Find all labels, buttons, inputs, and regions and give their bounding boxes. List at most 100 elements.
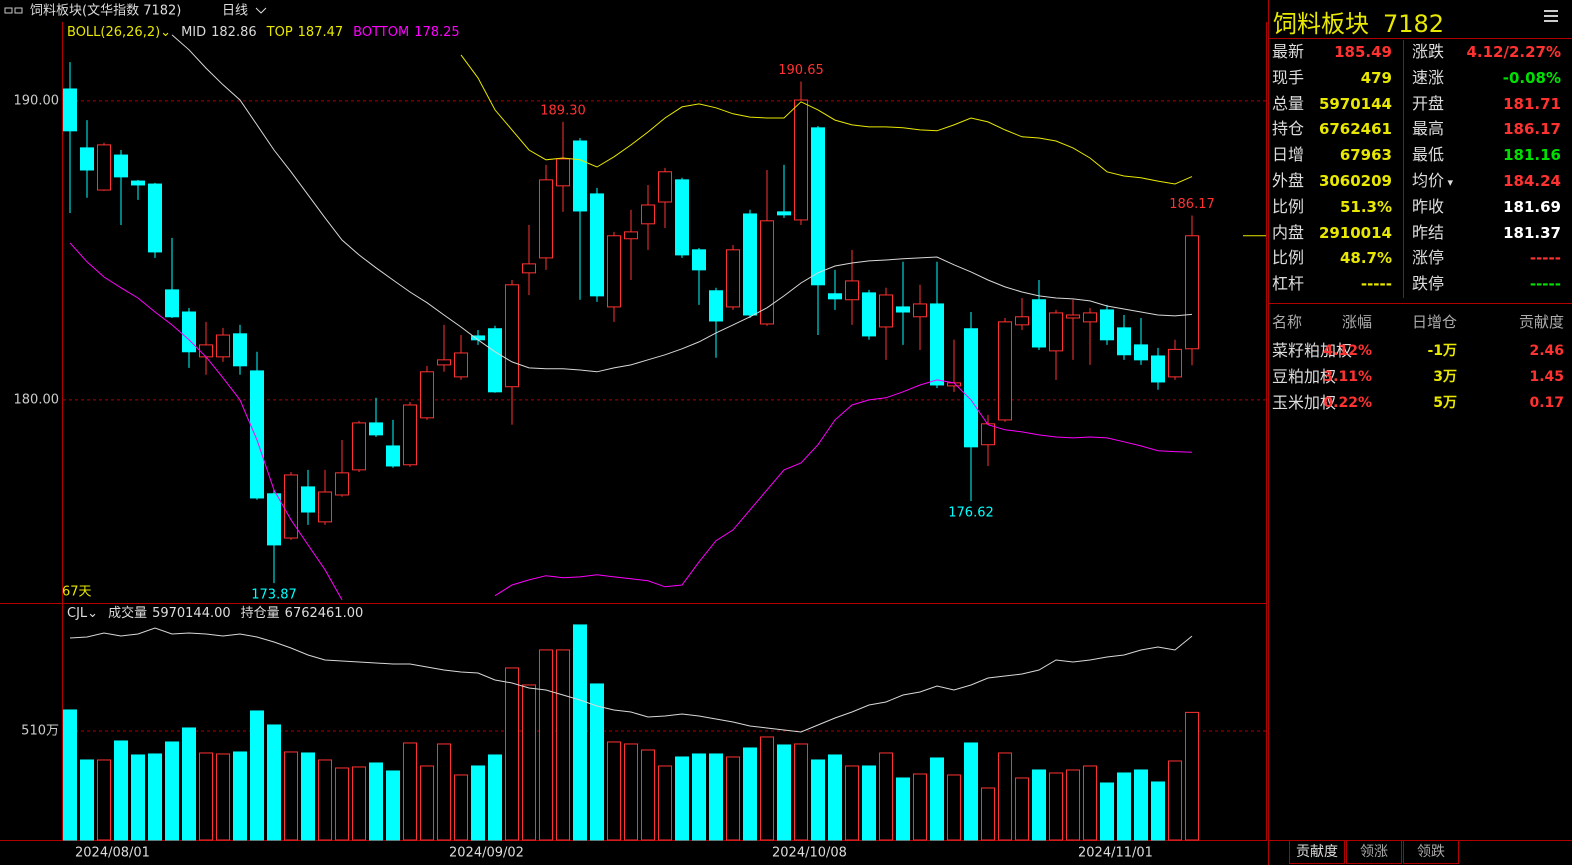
- volume-bar: [879, 752, 893, 841]
- quote-label: 总量: [1272, 93, 1305, 113]
- quote-value: 186.17: [1503, 120, 1561, 139]
- legend-name: TOP: [266, 25, 293, 40]
- candle-body: [828, 293, 842, 300]
- legend-value: 5970144.00: [152, 606, 231, 621]
- candle-body: [267, 493, 281, 546]
- candle-body: [488, 328, 502, 393]
- candle-body: [386, 445, 400, 467]
- volume-bar: [794, 743, 808, 841]
- volume-bar: [284, 751, 298, 841]
- volume-bar: [913, 773, 927, 841]
- column-header: 日增仓: [1411, 313, 1457, 331]
- candle-body: [794, 99, 808, 221]
- panel-tab[interactable]: 领涨: [1346, 841, 1402, 864]
- candle-body: [539, 179, 553, 259]
- volume-bar: [607, 741, 621, 841]
- volume-bar: [539, 649, 553, 841]
- candle-body: [1168, 348, 1182, 378]
- separator: [1403, 40, 1404, 298]
- background: [0, 0, 1268, 865]
- quote-label: 涨停: [1412, 248, 1445, 268]
- quote-label: 持仓: [1272, 119, 1305, 139]
- indicator-caret: ⌄: [87, 606, 98, 621]
- volume-bar: [131, 754, 145, 841]
- volume-bar: [760, 736, 774, 841]
- candle-body: [352, 422, 366, 471]
- component-cell: 3万: [1433, 369, 1457, 385]
- candle-body: [641, 204, 655, 225]
- candle-body: [369, 422, 383, 436]
- volume-bar: [675, 756, 689, 841]
- candle-body: [930, 303, 944, 386]
- dropdown-icon[interactable]: ▾: [1444, 176, 1454, 189]
- boll-line: [69, 242, 1193, 601]
- volume-bar: [1185, 711, 1199, 841]
- legend-name: 持仓量: [241, 606, 280, 621]
- quote-value: -----: [1360, 275, 1392, 294]
- quote-value: 181.71: [1503, 94, 1561, 113]
- candle-body: [777, 211, 791, 216]
- legend-name: MID: [181, 25, 206, 40]
- quote-label: 杠杆: [1272, 274, 1305, 294]
- component-cell: 2.46: [1529, 343, 1564, 359]
- volume-bar: [573, 624, 587, 841]
- candle-body: [284, 474, 298, 539]
- legend-name: 成交量: [108, 605, 147, 621]
- candle-body: [879, 294, 893, 328]
- price-annotation: 190.65: [778, 63, 824, 78]
- component-cell: 豆粕加权: [1272, 367, 1337, 386]
- candle-body: [1083, 312, 1097, 323]
- candle-body: [607, 235, 621, 308]
- candle-body: [148, 183, 162, 253]
- candle-body: [743, 213, 757, 316]
- candle-body: [726, 249, 740, 308]
- component-cell: 菜籽粕加权: [1272, 341, 1353, 360]
- quote-label: 比例: [1272, 196, 1305, 216]
- candle-body: [1151, 355, 1165, 383]
- quote-label: 日增: [1272, 145, 1305, 165]
- separator: [1269, 38, 1572, 39]
- candle-body: [845, 280, 859, 301]
- volume-bar: [981, 787, 995, 841]
- period[interactable]: 日线: [222, 4, 248, 19]
- column-header: 涨幅: [1341, 313, 1372, 331]
- volume-bar: [964, 742, 978, 841]
- period-caret[interactable]: [255, 7, 267, 14]
- quote-value: 185.49: [1334, 43, 1392, 61]
- panel-code: 7182: [1383, 10, 1445, 38]
- candle-body: [505, 284, 519, 388]
- candle-body: [454, 352, 468, 378]
- chart: 饲料板块(文华指数 7182) 日线 190.00 180.00 510万 2024/…: [0, 0, 1268, 865]
- quote-value: -----: [1529, 275, 1561, 294]
- quote-value: 3060209: [1318, 172, 1392, 190]
- candle-body: [556, 158, 570, 187]
- candle-body: [624, 231, 638, 240]
- candle-body: [1134, 344, 1148, 361]
- volume-bar: [1083, 765, 1097, 841]
- candle-body: [250, 370, 264, 499]
- y-tick-label: 190.00: [14, 93, 60, 108]
- component-cell: -1万: [1427, 343, 1457, 359]
- legend-name: BOTTOM: [353, 25, 409, 40]
- price-annotation: 176.62: [948, 505, 994, 520]
- volume-bar: [335, 767, 349, 841]
- quote-label: 最高: [1412, 119, 1445, 139]
- volume-bar: [726, 756, 740, 841]
- candle-body: [675, 179, 689, 256]
- quote-value: 67963: [1339, 146, 1392, 165]
- volume-bar: [318, 759, 332, 841]
- panel-tab[interactable]: 贡献度: [1289, 841, 1345, 864]
- period-count: 67天: [62, 585, 92, 600]
- candle-body: [1117, 327, 1131, 356]
- volume-bar: [63, 709, 77, 841]
- boll-line: [460, 54, 1193, 185]
- price-annotation: 186.17: [1169, 197, 1215, 212]
- quote-label: 开盘: [1412, 93, 1445, 113]
- menu-icon[interactable]: [1544, 10, 1558, 22]
- panel-tab[interactable]: 领跌: [1403, 841, 1459, 864]
- volume-bar: [709, 753, 723, 841]
- volume-bar: [1117, 772, 1131, 841]
- x-tick-label: 2024/10/08: [772, 846, 847, 861]
- volume-bar: [369, 762, 383, 841]
- volume-bar: [437, 743, 451, 841]
